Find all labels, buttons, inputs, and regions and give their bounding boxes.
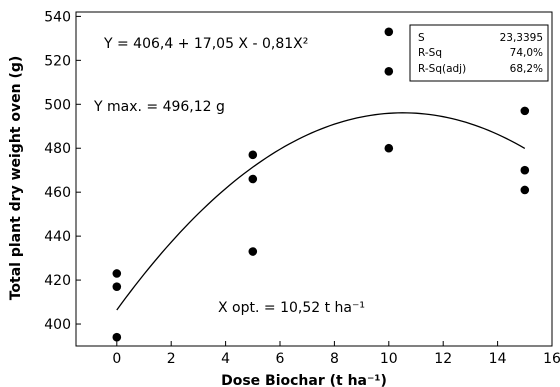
y-tick-label: 480 [44,141,71,157]
x-tick-label: 14 [489,351,507,367]
stats-value-s: 23,3395 [500,32,543,44]
ymax-annotation: Y max. = 496,12 g [93,99,225,115]
data-points [112,27,530,342]
stats-value-rsq: 74,0% [510,47,543,59]
x-axis-title: Dose Biochar (t ha⁻¹) [221,373,387,387]
y-tick-label: 500 [44,97,71,113]
stats-label-rsq: R-Sq [418,47,442,59]
stats-box-frame [409,24,549,82]
data-point [248,150,258,160]
stats-label-rsq-adj: R-Sq(adj) [418,63,466,75]
x-tick-label: 2 [167,351,176,367]
y-tick-label: 540 [44,9,71,25]
stats-value-rsq-adj: 68,2% [510,63,543,75]
data-point [248,174,258,184]
plot-frame [75,11,553,347]
x-tick-label: 8 [330,351,339,367]
y-tick-label: 440 [44,229,71,245]
xopt-annotation: X opt. = 10,52 t ha⁻¹ [218,300,365,316]
y-tick-label: 460 [44,185,71,201]
data-point [112,332,122,342]
y-axis-ticks: 400 420 440 460 480 500 520 540 [44,9,81,333]
x-axis-ticks: 0 2 4 6 8 10 12 14 16 [112,341,560,367]
x-tick-label: 4 [221,351,230,367]
data-point [384,27,394,37]
equation-annotation: Y = 406,4 + 17,05 X - 0,81X² [103,36,308,52]
data-point [384,67,394,76]
data-point [384,143,394,153]
x-tick-label: 10 [380,351,398,367]
x-tick-label: 6 [276,351,285,367]
y-tick-label: 520 [44,53,71,69]
y-tick-label: 420 [44,273,71,289]
data-point [520,165,530,175]
x-tick-label: 16 [543,351,560,367]
data-point [520,185,530,195]
data-point [248,247,258,256]
stats-label-s: S [418,32,425,44]
y-tick-label: 400 [44,317,71,333]
x-tick-label: 12 [434,351,452,367]
data-point [112,282,122,291]
regression-curve [116,112,526,311]
x-tick-label: 0 [112,351,121,367]
data-point [112,269,122,278]
data-point [520,106,530,116]
y-axis-title: Total plant dry weight oven (g) [8,56,24,301]
stats-box: S 23,3395 R-Sq 74,0% R-Sq(adj) 68,2% [409,24,549,82]
